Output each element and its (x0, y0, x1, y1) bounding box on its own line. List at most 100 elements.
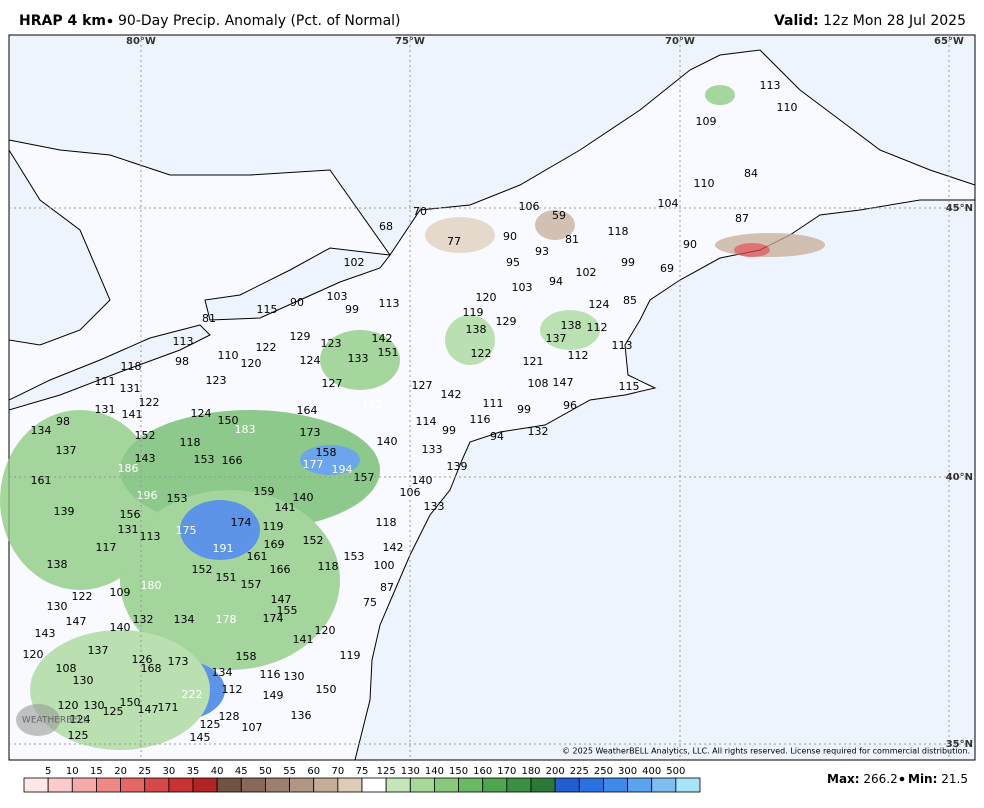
station-value: 173 (300, 426, 321, 439)
station-value: 158 (316, 446, 337, 459)
valid-value: 12z Mon 28 Jul 2025 (823, 13, 966, 29)
colorbar-label: 140 (425, 766, 444, 777)
station-value: 85 (623, 294, 637, 307)
colorbar-swatch (23, 777, 49, 793)
colorbar-swatch (168, 777, 194, 793)
latitude-label: 45°N (946, 203, 973, 214)
colorbar-swatch (554, 777, 580, 793)
station-value: 87 (735, 212, 749, 225)
station-value: 96 (563, 399, 577, 412)
station-value: 159 (254, 485, 275, 498)
station-value: 158 (236, 650, 257, 663)
station-value: 174 (263, 612, 284, 625)
title: HRAP 4 km (19, 13, 106, 29)
colorbar-label: 250 (594, 766, 613, 777)
colorbar-label: 160 (473, 766, 492, 777)
colorbar-label: 40 (211, 766, 224, 777)
station-value: 152 (192, 563, 213, 576)
colorbar-label: 50 (259, 766, 272, 777)
station-value: 111 (483, 397, 504, 410)
station-value: 157 (241, 578, 262, 591)
station-value: 122 (471, 347, 492, 360)
station-value: 150 (316, 683, 337, 696)
logo (16, 704, 60, 736)
station-value: 121 (523, 355, 544, 368)
lake-huron (8, 148, 111, 346)
station-value: 69 (660, 262, 674, 275)
precip-shading (0, 85, 825, 750)
station-value: 124 (300, 354, 321, 367)
station-value: 186 (118, 462, 139, 475)
station-value: 134 (174, 613, 195, 626)
station-value: 150 (218, 414, 239, 427)
station-value: 138 (466, 323, 487, 336)
station-value: 90 (503, 230, 517, 243)
station-value: 153 (344, 550, 365, 563)
valid-label: Valid: (774, 13, 819, 29)
station-value: 168 (141, 662, 162, 675)
longitude-label: 75°W (395, 36, 425, 47)
station-value: 94 (549, 275, 563, 288)
station-value: 131 (120, 382, 141, 395)
station-value: 134 (31, 424, 52, 437)
station-value: 147 (138, 703, 159, 716)
station-value: 117 (96, 541, 117, 554)
colorbar-swatch (144, 777, 170, 793)
station-value: 108 (56, 662, 77, 675)
station-value: 141 (122, 408, 143, 421)
station-value: 98 (56, 415, 70, 428)
station-value: 120 (58, 699, 79, 712)
separator (107, 18, 113, 24)
station-value: 142 (383, 541, 404, 554)
latitude-label: 40°N (946, 472, 973, 483)
min-label: Min: (908, 772, 937, 786)
station-value: 70 (413, 205, 427, 218)
shade (120, 490, 340, 670)
colorbar-label: 150 (449, 766, 468, 777)
station-value: 113 (140, 530, 161, 543)
station-value: 130 (84, 699, 105, 712)
station-value: 104 (658, 197, 679, 210)
colorbar-label: 55 (283, 766, 296, 777)
colorbar-swatch (506, 777, 532, 793)
station-value: 137 (546, 332, 567, 345)
station-value: 173 (168, 655, 189, 668)
colorbar-label: 45 (235, 766, 248, 777)
station-value: 118 (376, 516, 397, 529)
station-value: 133 (424, 500, 445, 513)
station-value: 106 (519, 200, 540, 213)
longitude-label: 70°W (665, 36, 695, 47)
colorbar-label: 75 (356, 766, 369, 777)
station-value: 127 (322, 377, 343, 390)
station-value: 99 (621, 256, 635, 269)
station-value: 140 (377, 435, 398, 448)
station-value: 194 (332, 463, 353, 476)
station-value: 140 (110, 621, 131, 634)
station-value: 106 (400, 486, 421, 499)
station-value: 111 (95, 375, 116, 388)
station-value: 183 (235, 423, 256, 436)
colorbar-label: 300 (618, 766, 637, 777)
station-value: 102 (576, 266, 597, 279)
colorbar-swatch (216, 777, 242, 793)
station-value: 116 (470, 413, 491, 426)
station-value: 145 (190, 731, 211, 744)
station-value: 118 (121, 360, 142, 373)
station-value: 130 (73, 674, 94, 687)
station-value: 147 (553, 376, 574, 389)
colorbar-swatch (530, 777, 556, 793)
station-value: 113 (173, 335, 194, 348)
station-value: 110 (218, 349, 239, 362)
lake-erie (8, 324, 211, 411)
colorbar-label: 35 (187, 766, 200, 777)
station-value: 151 (378, 346, 399, 359)
station-value: 110 (777, 101, 798, 114)
station-value: 59 (552, 209, 566, 222)
station-value: 120 (315, 624, 336, 637)
station-value: 84 (744, 167, 758, 180)
station-value: 150 (120, 696, 141, 709)
shade (425, 217, 495, 253)
station-value: 133 (422, 443, 443, 456)
station-value: 120 (241, 357, 262, 370)
